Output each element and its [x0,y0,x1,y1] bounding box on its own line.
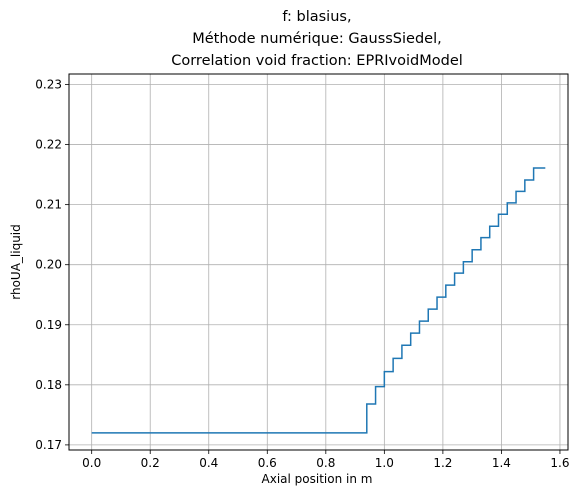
x-tick-label: 0.4 [199,456,218,470]
chart-title-line-3: Correlation void fraction: EPRIvoidModel [171,53,463,69]
series-layer [91,167,546,434]
x-tick-label: 1.2 [433,456,452,470]
x-tick-label: 1.6 [550,456,569,470]
series-line [91,167,546,434]
grid [69,74,568,450]
y-tick-label: 0.18 [35,378,62,392]
x-axis: 0.0 0.2 0.4 0.6 0.8 1.0 1.2 1.4 1.6 [82,450,569,470]
y-tick-label: 0.22 [35,138,62,152]
y-tick-label: 0.23 [35,78,62,92]
y-tick-label: 0.21 [35,198,62,212]
y-axis: 0.17 0.18 0.19 0.20 0.21 0.22 0.23 [35,78,69,452]
y-axis-label: rhoUA_liquid [9,224,23,300]
x-tick-label: 0.8 [316,456,335,470]
x-tick-label: 0.0 [82,456,101,470]
y-tick-label: 0.19 [35,318,62,332]
x-tick-label: 0.2 [141,456,160,470]
chart-title-line-1: f: blasius, [282,9,351,25]
x-tick-label: 1.0 [375,456,394,470]
x-axis-label: Axial position in m [262,472,373,486]
y-tick-label: 0.17 [35,438,62,452]
y-tick-label: 0.20 [35,258,62,272]
chart-title-line-2: Méthode numérique: GaussSiedel, [192,31,441,47]
x-tick-label: 1.4 [492,456,511,470]
chart-title: f: blasius, Méthode numérique: GaussSied… [171,9,463,69]
x-tick-label: 0.6 [258,456,277,470]
plot-frame [68,73,569,451]
